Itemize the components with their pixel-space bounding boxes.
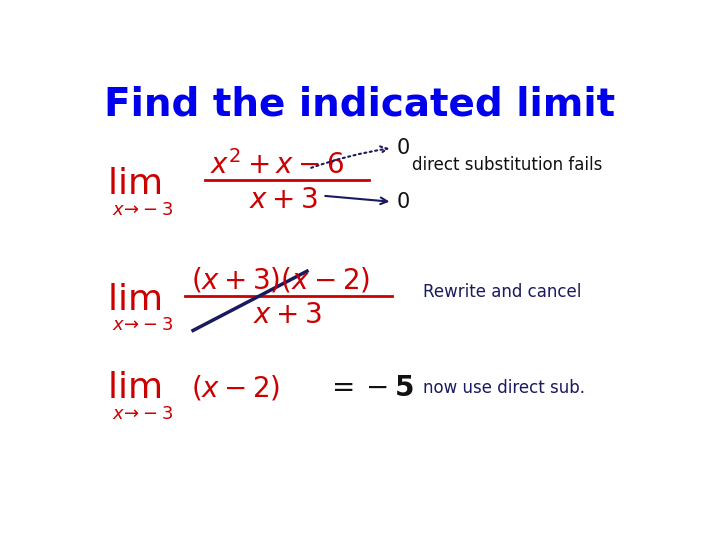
Text: now use direct sub.: now use direct sub. bbox=[423, 379, 585, 397]
Text: $\lim$: $\lim$ bbox=[107, 167, 161, 201]
Text: 0: 0 bbox=[397, 138, 410, 158]
Text: $= -\mathbf{5}$: $= -\mathbf{5}$ bbox=[326, 374, 414, 402]
Text: $(x - 2)$: $(x - 2)$ bbox=[191, 374, 280, 403]
Text: $x\!\rightarrow\!-3$: $x\!\rightarrow\!-3$ bbox=[112, 404, 174, 423]
Text: direct substitution fails: direct substitution fails bbox=[412, 156, 602, 174]
Text: $\lim$: $\lim$ bbox=[107, 371, 161, 405]
Text: Find the indicated limit: Find the indicated limit bbox=[104, 86, 615, 124]
Text: $x\!\rightarrow\!-3$: $x\!\rightarrow\!-3$ bbox=[112, 200, 174, 219]
Text: $\lim$: $\lim$ bbox=[107, 282, 161, 316]
Text: Rewrite and cancel: Rewrite and cancel bbox=[423, 283, 582, 301]
Text: $x^2 + x - 6$: $x^2 + x - 6$ bbox=[210, 150, 344, 180]
Text: 0: 0 bbox=[397, 192, 410, 212]
Text: $x\!\rightarrow\!-3$: $x\!\rightarrow\!-3$ bbox=[112, 316, 174, 334]
Text: $x+3$: $x+3$ bbox=[253, 301, 321, 329]
Text: $x + 3$: $x + 3$ bbox=[249, 186, 318, 213]
Text: $(x+3)(x-2)$: $(x+3)(x-2)$ bbox=[191, 266, 370, 295]
